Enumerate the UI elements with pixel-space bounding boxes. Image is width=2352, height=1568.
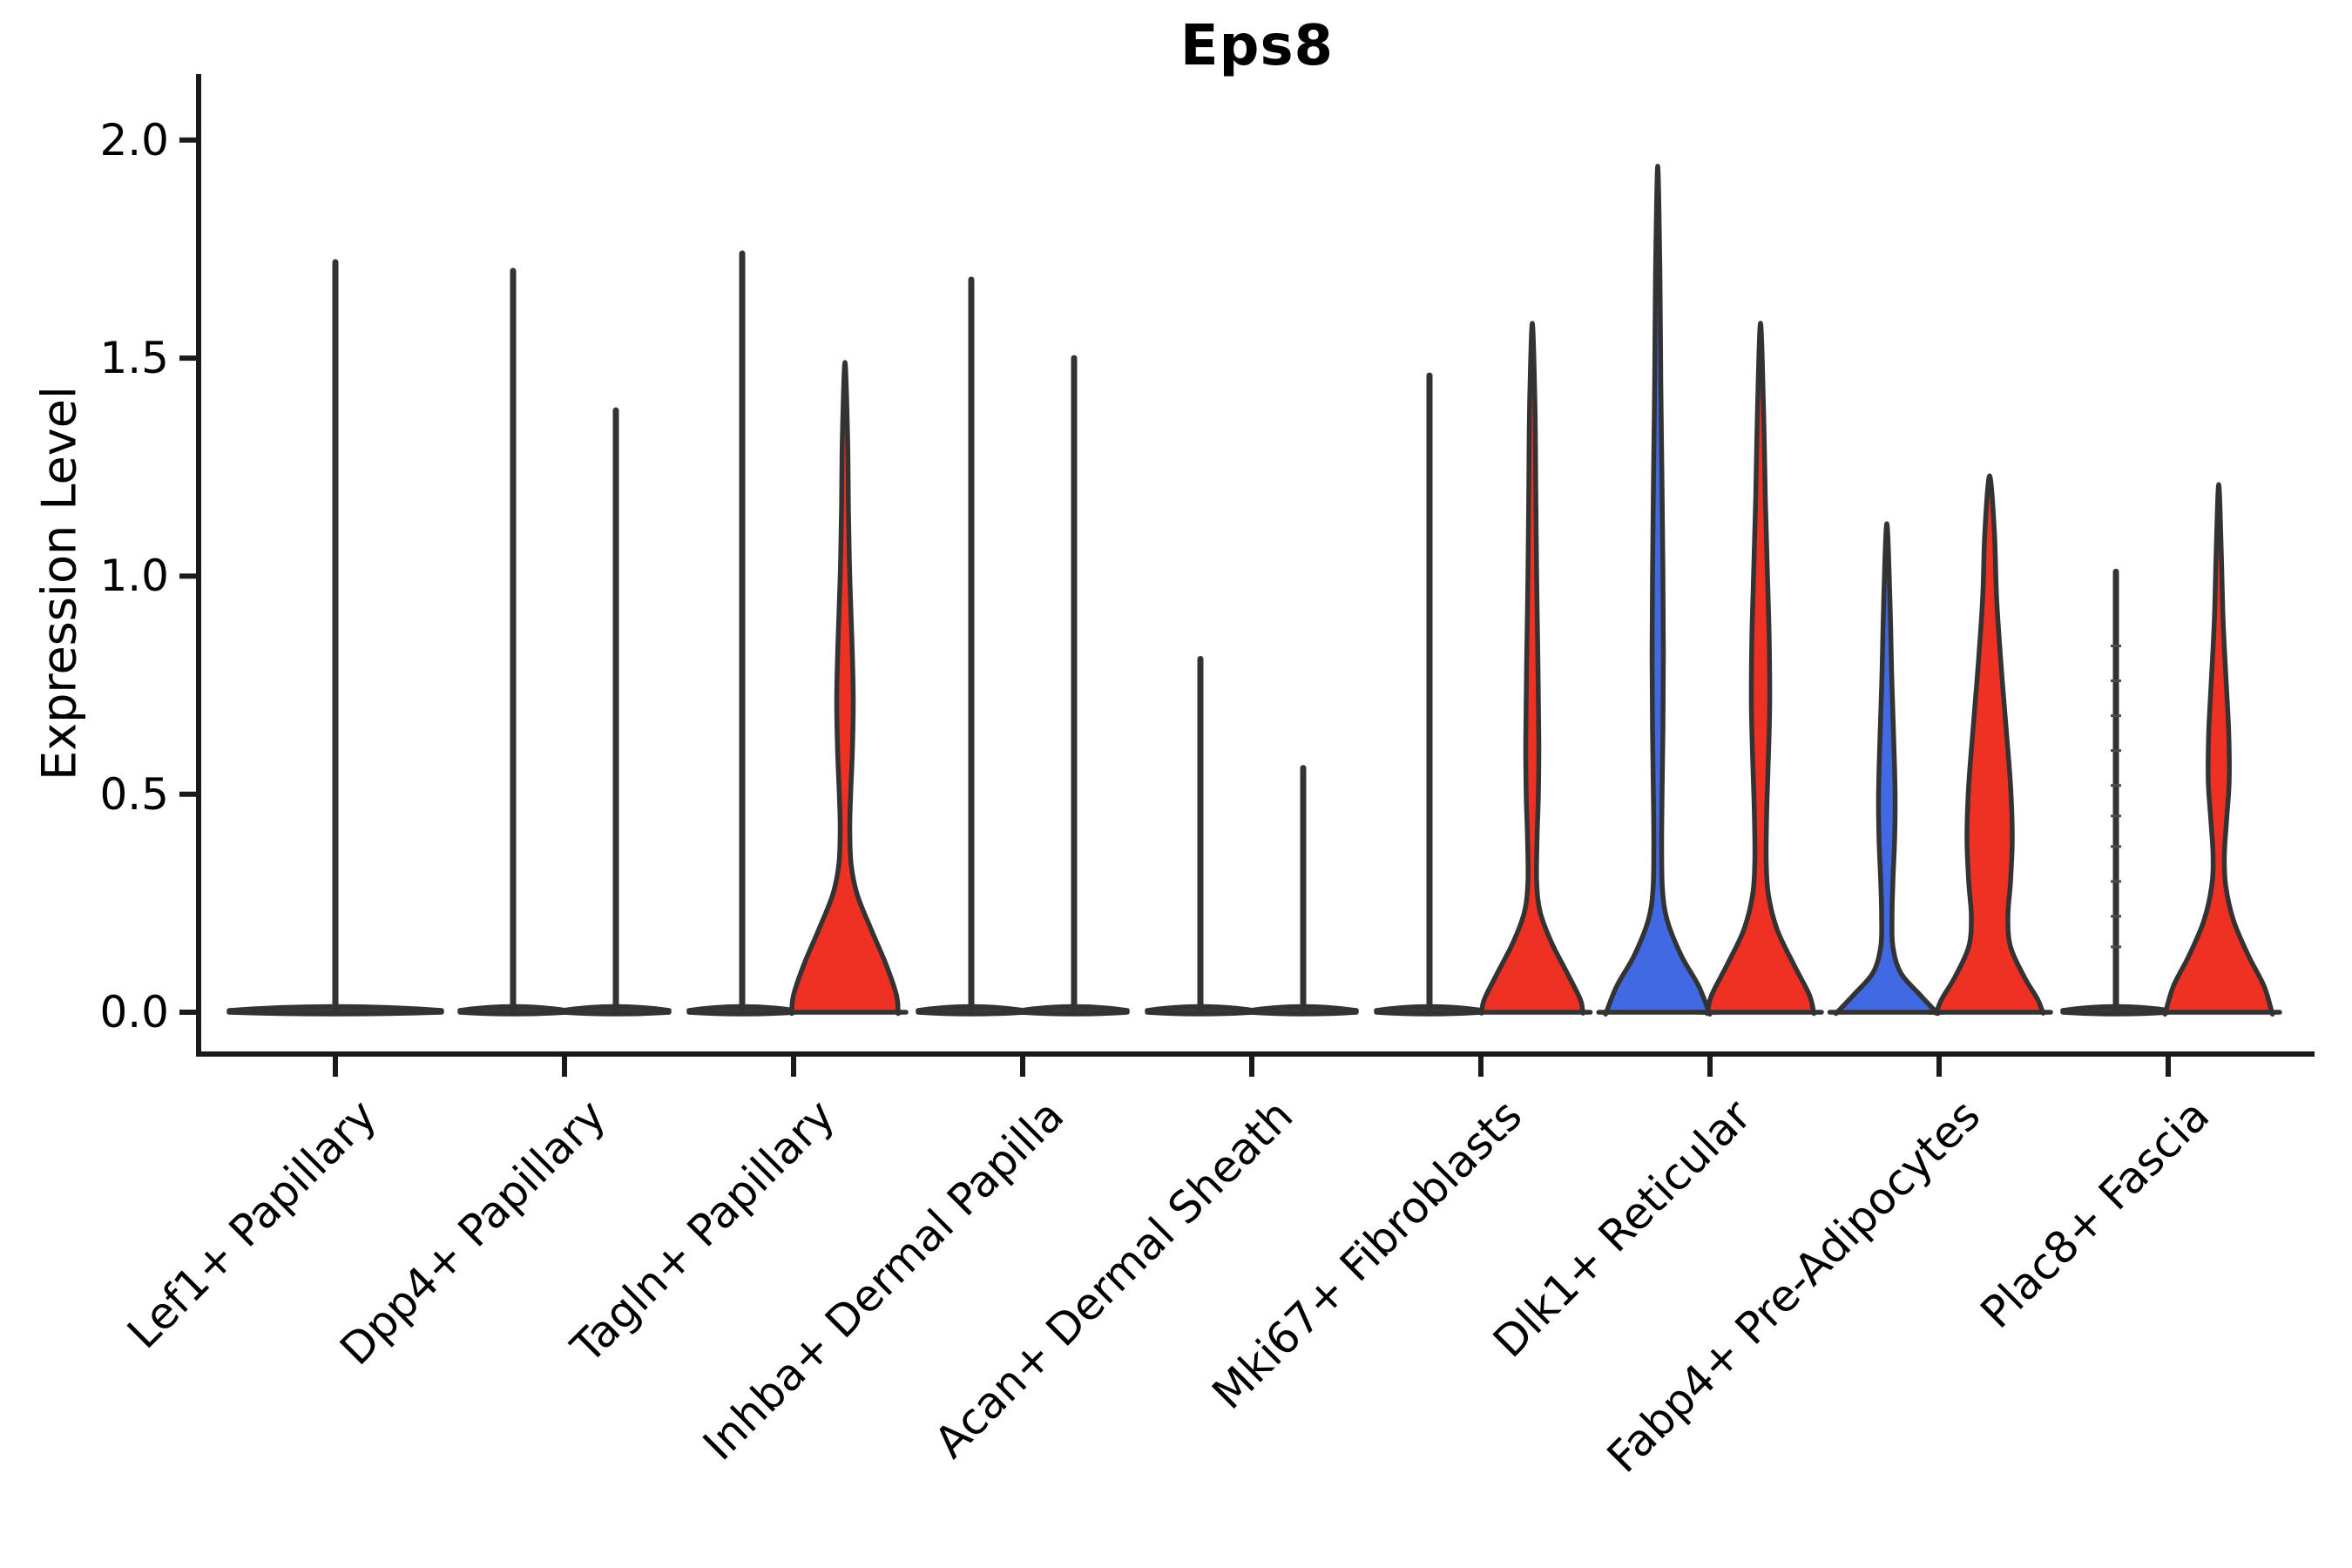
violin-blue: [1596, 164, 1720, 1017]
expression-dot: [2111, 679, 2121, 683]
expression-dot: [2111, 845, 2121, 848]
expression-dot: [2111, 714, 2121, 718]
expression-dot: [2111, 945, 2121, 949]
expression-dot: [2111, 880, 2121, 883]
expression-dot: [2111, 784, 2121, 787]
violin-red: [1471, 321, 1593, 1016]
chart-title: Eps8: [1179, 14, 1335, 78]
expression-dot: [2111, 644, 2121, 647]
y-tick-label: 0.5: [99, 768, 169, 820]
y-tick-label: 1.0: [99, 551, 169, 602]
violin-red: [781, 360, 909, 1017]
violin-red: [1697, 321, 1824, 1017]
expression-dot: [2111, 915, 2121, 918]
expression-dot: [2111, 749, 2121, 753]
violin-red: [2155, 482, 2282, 1017]
violin-blue: [1827, 521, 1947, 1017]
expression-dot: [2111, 814, 2121, 818]
y-tick-label: 0.0: [99, 987, 169, 1037]
y-tick-label: 1.5: [99, 333, 169, 384]
violin-red: [1926, 473, 2053, 1016]
y-tick-label: 2.0: [99, 114, 169, 166]
